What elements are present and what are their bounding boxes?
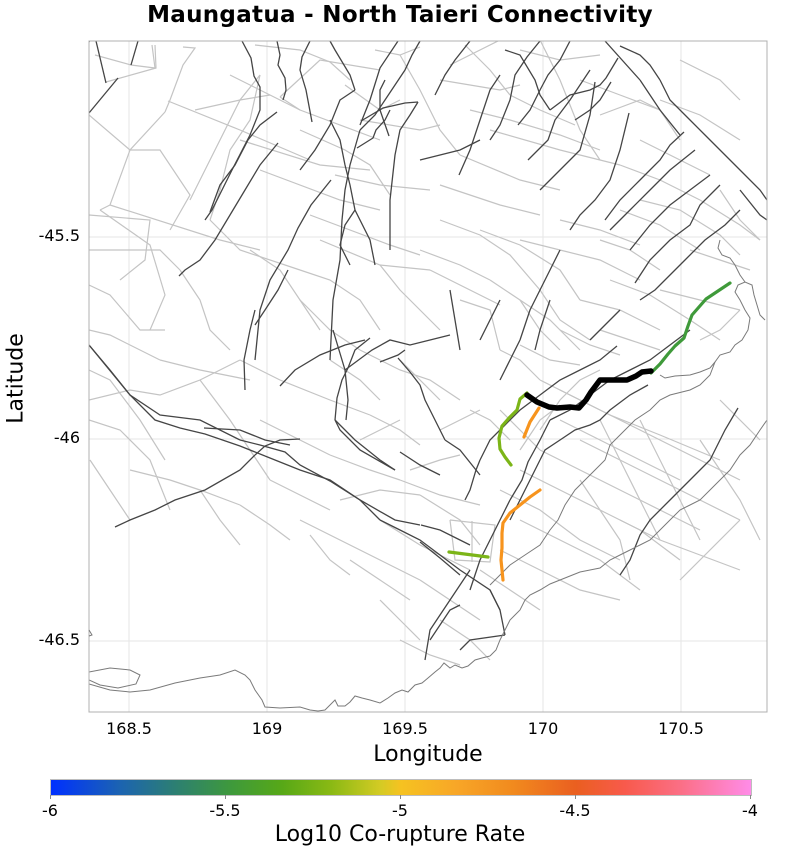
- highlighted-segments: [447, 281, 732, 582]
- y-tick-label: -45.5: [38, 226, 80, 245]
- y-axis-title: Latitude: [3, 333, 29, 424]
- colorbar-tick-label: -5: [392, 801, 408, 820]
- colorbar-tick: [225, 795, 226, 799]
- plot-panel: [89, 41, 767, 712]
- coastline: [89, 239, 767, 712]
- colorbar-tick-label: -4.5: [559, 801, 591, 820]
- x-tick-label: 168.5: [106, 719, 152, 738]
- x-axis-title: Longitude: [373, 742, 483, 767]
- x-tick-label: 170: [527, 719, 559, 738]
- colorbar-tick: [50, 795, 51, 799]
- x-tick-label: 170.5: [658, 719, 704, 738]
- colorbar-tick-label: -6: [42, 801, 58, 820]
- colorbar: [50, 779, 752, 796]
- segment-southern-orange: [499, 488, 542, 582]
- colorbar-tick-label: -4: [742, 801, 758, 820]
- fault-traces: [89, 41, 767, 661]
- colorbar-tick: [750, 795, 751, 799]
- x-tick-label: 169.5: [382, 719, 428, 738]
- segment-southern-small: [447, 550, 490, 559]
- segment-parallel-orange: [522, 406, 541, 439]
- segment-western-arc: [497, 391, 529, 467]
- colorbar-tick: [575, 795, 576, 799]
- segment-northeast: [649, 281, 732, 375]
- colorbar-tick: [400, 795, 401, 799]
- y-tick-label: -46: [53, 428, 80, 447]
- x-tick-label: 169: [251, 719, 283, 738]
- y-tick-label: -46.5: [38, 630, 80, 649]
- chart-title: Maungatua - North Taieri Connectivity: [147, 2, 653, 28]
- segment-source-black: [524, 368, 654, 411]
- colorbar-title: Log10 Co-rupture Rate: [274, 822, 526, 847]
- colorbar-tick-label: -5.5: [209, 801, 241, 820]
- edge-coast-fragment: [88, 629, 93, 637]
- plot-border: [88, 40, 768, 713]
